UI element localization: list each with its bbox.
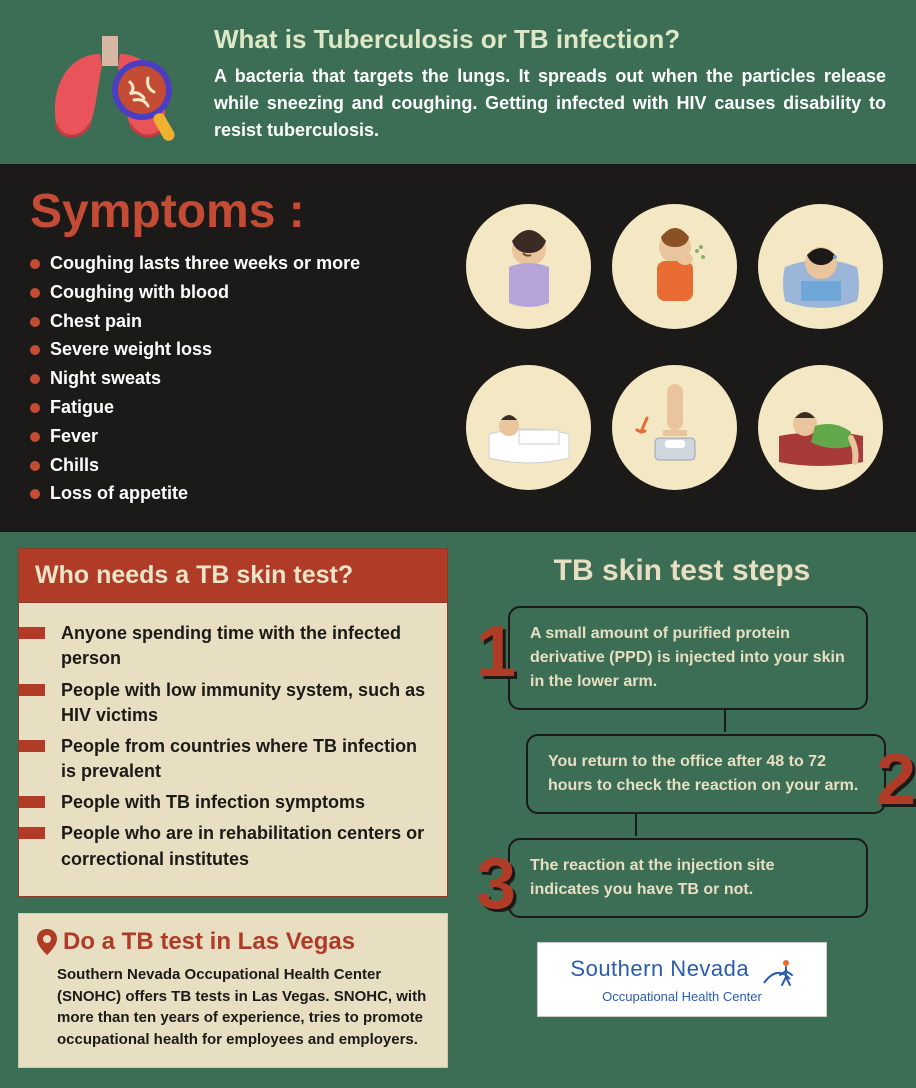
logo-line2: Occupational Health Center xyxy=(554,989,810,1004)
bottom-section: Who needs a TB skin test? Anyone spendin… xyxy=(0,532,916,1088)
step-number: 3 xyxy=(476,848,516,920)
step-box-2: 2 You return to the office after 48 to 7… xyxy=(526,734,886,814)
symptom-item: Chills xyxy=(30,451,436,480)
do-test-title-row: Do a TB test in Las Vegas xyxy=(37,928,429,956)
who-needs-item: People with low immunity system, such as… xyxy=(41,678,429,728)
header-title: What is Tuberculosis or TB infection? xyxy=(214,24,886,55)
step-number: 2 xyxy=(876,744,916,816)
do-test-body: Southern Nevada Occupational Health Cent… xyxy=(37,964,429,1051)
symptom-item: Fatigue xyxy=(30,393,436,422)
header-section: What is Tuberculosis or TB infection? A … xyxy=(0,0,916,164)
logo-card: Southern Nevada Occupational Health Cent… xyxy=(537,942,827,1017)
bottom-left-col: Who needs a TB skin test? Anyone spendin… xyxy=(18,548,448,1068)
who-needs-item: People from countries where TB infection… xyxy=(41,734,429,784)
who-needs-title: Who needs a TB skin test? xyxy=(19,549,447,603)
who-needs-item: People who are in rehabilitation centers… xyxy=(41,821,429,871)
header-text: What is Tuberculosis or TB infection? A … xyxy=(214,24,886,144)
symptom-item: Coughing with blood xyxy=(30,278,436,307)
who-needs-item: People with TB infection symptoms xyxy=(41,790,429,815)
step-box-1: 1 A small amount of purified protein der… xyxy=(508,606,868,710)
illustration-scale-icon xyxy=(612,365,737,490)
who-needs-item: Anyone spending time with the infected p… xyxy=(41,621,429,671)
map-pin-icon xyxy=(37,929,57,955)
lungs-magnifier-icon xyxy=(30,24,190,144)
who-needs-list: Anyone spending time with the infected p… xyxy=(41,621,429,872)
steps-column: TB skin test steps 1 A small amount of p… xyxy=(466,548,898,1068)
illustration-cough-hand-icon xyxy=(612,204,737,329)
symptom-item: Coughing lasts three weeks or more xyxy=(30,249,436,278)
symptom-item: Fever xyxy=(30,422,436,451)
illustration-lying-white-icon xyxy=(466,365,591,490)
do-test-title: Do a TB test in Las Vegas xyxy=(63,928,355,956)
step-box-3: 3 The reaction at the injection site ind… xyxy=(508,838,868,918)
symptom-item: Night sweats xyxy=(30,364,436,393)
steps-title: TB skin test steps xyxy=(466,554,898,588)
symptoms-list: Coughing lasts three weeks or more Cough… xyxy=(30,249,436,508)
symptom-item: Severe weight loss xyxy=(30,335,436,364)
symptom-item: Chest pain xyxy=(30,307,436,336)
step-text: The reaction at the injection site indic… xyxy=(530,857,775,898)
logo-swoosh-icon xyxy=(760,955,794,989)
step-text: A small amount of purified protein deriv… xyxy=(530,625,845,690)
do-test-panel: Do a TB test in Las Vegas Southern Nevad… xyxy=(18,913,448,1068)
infographic-root: What is Tuberculosis or TB infection? A … xyxy=(0,0,916,1088)
illustration-pillow-sweat-icon xyxy=(758,204,883,329)
step-text: You return to the office after 48 to 72 … xyxy=(548,753,858,794)
symptom-item: Loss of appetite xyxy=(30,479,436,508)
header-body: A bacteria that targets the lungs. It sp… xyxy=(214,63,886,144)
logo-line1: Southern Nevada xyxy=(570,956,749,981)
illustration-couch-green-icon xyxy=(758,365,883,490)
symptoms-text: Symptoms : Coughing lasts three weeks or… xyxy=(30,184,436,508)
illustration-coughing-icon xyxy=(466,204,591,329)
who-needs-panel: Who needs a TB skin test? Anyone spendin… xyxy=(18,548,448,897)
symptoms-section: Symptoms : Coughing lasts three weeks or… xyxy=(0,164,916,532)
symptoms-illustrations xyxy=(466,184,886,508)
symptoms-title: Symptoms : xyxy=(30,184,436,239)
step-number: 1 xyxy=(476,616,516,688)
